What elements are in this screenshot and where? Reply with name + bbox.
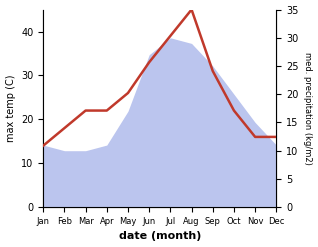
Y-axis label: med. precipitation (kg/m2): med. precipitation (kg/m2): [303, 52, 313, 165]
Y-axis label: max temp (C): max temp (C): [5, 75, 16, 142]
X-axis label: date (month): date (month): [119, 231, 201, 242]
